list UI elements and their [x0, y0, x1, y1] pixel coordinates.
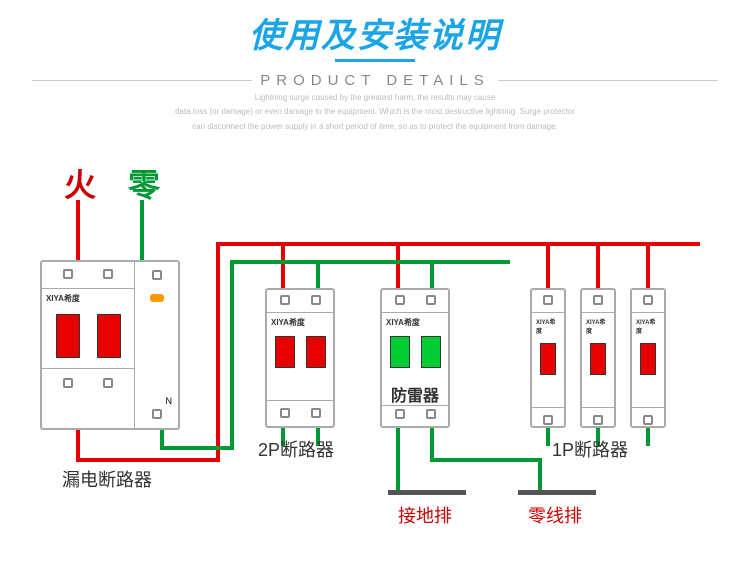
brand-label: XIYA希度: [267, 315, 333, 330]
surge-label: 防雷器: [382, 382, 448, 406]
breaker-switch: [540, 343, 556, 375]
breaker-switch: [640, 343, 656, 375]
breaker-switch: [306, 336, 326, 368]
desc-line-3: can disconnect the power supply in a sho…: [0, 122, 750, 132]
rcbo-switch: [97, 314, 121, 358]
brand-label: XIYA希度: [382, 315, 448, 330]
caption-neutral-bus: 零线排: [528, 502, 582, 528]
desc-line-2: data loss (or damage) or even damage to …: [0, 107, 750, 117]
n-mark: N: [166, 396, 173, 406]
breaker-switch: [590, 343, 606, 375]
surge-protector-module: XIYA希度 防雷器: [380, 288, 450, 428]
surge-window: [421, 336, 441, 368]
title-cn: 使用及安装说明: [0, 8, 750, 57]
rcbo-module: XIYA希度 N: [40, 260, 180, 430]
surge-window: [390, 336, 410, 368]
breaker-switch: [275, 336, 295, 368]
neutral-bus-bar: [518, 490, 596, 495]
breaker-1p-module: XIYA希度: [580, 288, 616, 428]
title-underline: [335, 59, 415, 62]
wiring-diagram: 火 零: [0, 160, 750, 580]
title-en: PRODUCT DETAILS: [252, 72, 497, 89]
rcbo-switch: [56, 314, 80, 358]
ground-bus-bar: [388, 490, 466, 495]
caption-2p: 2P断路器: [258, 436, 334, 462]
breaker-1p-module: XIYA希度: [530, 288, 566, 428]
title-en-row: PRODUCT DETAILS: [0, 72, 750, 89]
breaker-1p-module: XIYA希度: [630, 288, 666, 428]
brand-label: XIYA希度: [42, 291, 134, 306]
caption-rcbo: 漏电断路器: [62, 466, 152, 492]
caption-1p: 1P断路器: [552, 436, 628, 462]
breaker-2p-module: XIYA希度: [265, 288, 335, 428]
caption-ground-bus: 接地排: [398, 502, 452, 528]
desc-line-1: Lightning surge caused by the greatest h…: [0, 93, 750, 103]
test-button-icon: [150, 294, 164, 302]
